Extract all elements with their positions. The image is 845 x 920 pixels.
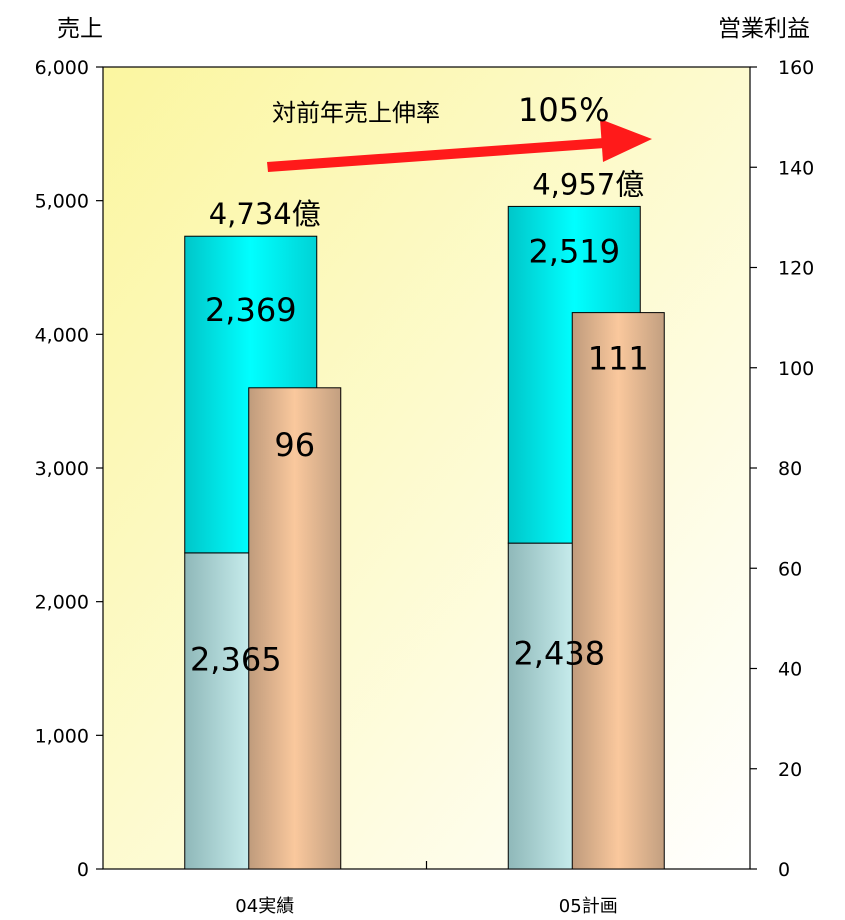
category-label: 05計画 (559, 896, 618, 917)
right-tick-label: 60 (778, 558, 802, 580)
left-tick-label: 1,000 (35, 725, 89, 747)
left-tick-label: 4,000 (35, 324, 89, 346)
right-tick-label: 140 (778, 157, 814, 179)
data-label-sales-top: 2,369 (205, 291, 297, 329)
left-tick-label: 2,000 (35, 592, 89, 614)
left-tick-label: 5,000 (35, 191, 89, 213)
data-label-sales-base: 2,438 (513, 634, 605, 672)
growth-arrow (267, 138, 605, 172)
left-tick-label: 6,000 (35, 57, 89, 79)
right-axis-title: 営業利益 (718, 16, 810, 42)
data-label-total: 4,734億 (209, 197, 321, 231)
data-label-total: 4,957億 (532, 167, 644, 201)
right-tick-label: 120 (778, 258, 814, 280)
data-label-sales-top: 2,519 (528, 232, 620, 270)
right-tick-label: 80 (778, 458, 802, 480)
data-label-profit: 111 (588, 340, 649, 378)
growth-rate-label: 対前年売上伸率 (272, 99, 440, 127)
right-tick-label: 160 (778, 57, 814, 79)
left-axis-title: 売上 (57, 16, 103, 42)
right-tick-label: 20 (778, 759, 802, 781)
left-tick-label: 0 (77, 859, 89, 881)
category-label: 04実績 (235, 896, 294, 917)
data-label-sales-base: 2,365 (190, 640, 282, 678)
data-label-profit: 96 (274, 426, 315, 464)
right-tick-label: 0 (778, 859, 790, 881)
right-tick-label: 100 (778, 358, 814, 380)
bar-profit (571, 312, 665, 870)
left-tick-label: 3,000 (35, 458, 89, 480)
right-tick-label: 40 (778, 659, 802, 681)
growth-rate-value: 105% (518, 91, 609, 129)
bar-profit (248, 387, 342, 870)
growth-arrow-head (600, 119, 652, 162)
